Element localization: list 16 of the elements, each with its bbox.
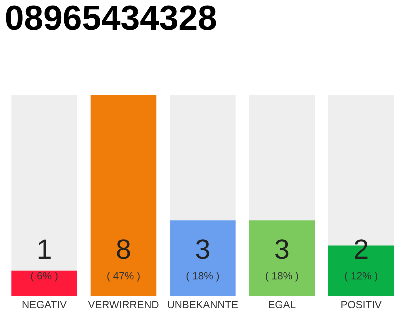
bar [12, 270, 78, 296]
annotation: ( 6% ) [31, 272, 58, 282]
annotation: ( 18% ) [186, 272, 220, 282]
data-label: 1 [38, 240, 51, 259]
x-tick-label: EGAL [269, 301, 296, 309]
data-label: 3 [275, 240, 289, 260]
data-label: 8 [117, 240, 130, 260]
annotation: ( 12% ) [345, 272, 378, 282]
x-tick-label: POSITIV [342, 301, 382, 309]
x-tick-label: UNBEKANNTE [168, 301, 238, 309]
data-label: 3 [196, 240, 210, 260]
x-tick-label: NEGATIV [22, 301, 67, 309]
annotation: ( 18% ) [266, 272, 298, 282]
x-tick-label: VERWIRREND [88, 301, 159, 308]
chart-title: 08965434328 [6, 6, 216, 30]
annotation: ( 47% ) [108, 272, 140, 282]
